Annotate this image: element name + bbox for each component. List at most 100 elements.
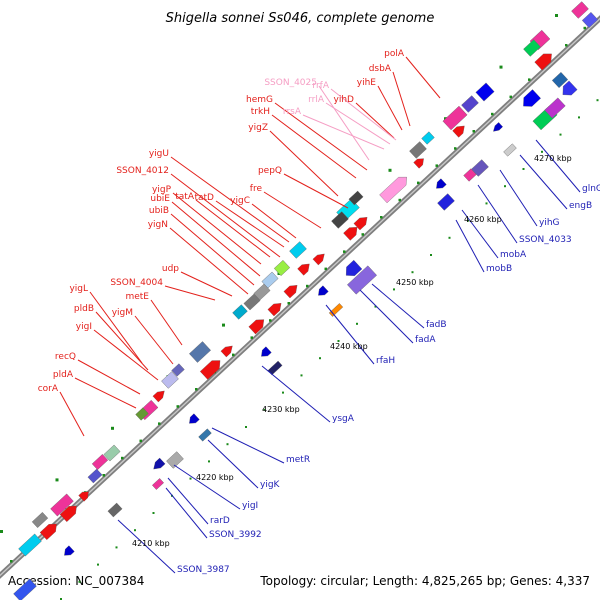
tick-dot: [232, 353, 235, 357]
tick-dot: [343, 250, 346, 253]
gene-label-forward: yigI: [76, 322, 92, 332]
gene-label-reverse: rfaH: [376, 356, 395, 366]
gene-label-reverse-leader: [167, 477, 209, 525]
tick-dot: [324, 267, 327, 271]
reverse-gene-block: [551, 71, 569, 89]
forward-gene-arrow: [343, 227, 358, 241]
tick-dot: [596, 99, 599, 102]
tick-dot: [565, 44, 568, 47]
gene-label-reverse-leader: [499, 169, 538, 227]
tick-dot: [269, 319, 272, 322]
tick-dot: [522, 168, 525, 170]
gene-label-forward-leader: [405, 56, 441, 99]
gene-label-reverse-leader: [211, 427, 285, 464]
tick-dot: [208, 460, 210, 463]
forward-gene-block: [571, 1, 589, 19]
gene-label-reverse: yigK: [260, 480, 281, 490]
forward-gene-arrow: [59, 505, 77, 522]
tick-dot: [115, 546, 118, 549]
gene-label-forward-leader: [180, 271, 233, 297]
gene-label-rna-leader: [302, 114, 385, 150]
gene-label-forward-leader: [77, 359, 141, 395]
forward-gene-arrow: [199, 360, 221, 380]
gene-label-rna-leader: [330, 88, 397, 141]
feature-track: [13, 1, 599, 600]
gene-label-forward: yigP: [152, 185, 172, 195]
forward-gene-block: [189, 341, 211, 363]
gene-labels: corA pldA recQ yigI pldB yigL yigM metE SSON_400…: [38, 49, 600, 575]
tick-dot: [472, 130, 475, 133]
tick-dot: [380, 216, 383, 219]
reverse-gene-arrow: [318, 285, 329, 296]
forward-gene-arrow: [534, 53, 552, 71]
gene-label-forward: ubiE: [150, 194, 170, 204]
gene-label-forward: tatA: [175, 192, 195, 202]
forward-gene-arrow: [152, 390, 165, 403]
tick-dot: [139, 439, 142, 443]
tick-label: 4250 kbp: [396, 278, 434, 287]
tick-dot: [509, 95, 512, 99]
tick-dot: [60, 598, 62, 600]
gene-label-forward-leader: [377, 85, 403, 131]
tick-dot: [541, 150, 543, 153]
gene-label-reverse: ysgA: [332, 414, 355, 424]
gene-label-reverse: fadB: [426, 320, 447, 330]
reverse-gene-block: [13, 578, 37, 600]
tick-dot: [491, 112, 494, 116]
forward-gene-block: [273, 259, 291, 277]
gene-label-forward-leader: [215, 200, 285, 248]
tick-dot: [417, 181, 420, 185]
forward-gene-block: [87, 468, 103, 484]
gene-label-forward-leader: [170, 173, 281, 258]
tick-dot: [97, 563, 99, 566]
forward-gene-arrow: [413, 158, 424, 169]
reverse-gene-block: [198, 428, 212, 442]
reverse-gene-arrow: [189, 413, 200, 424]
tick-label: 4270 kbp: [534, 154, 572, 163]
forward-gene-block: [50, 493, 74, 517]
gene-label-reverse-leader: [519, 154, 568, 210]
forward-gene-block: [289, 241, 307, 259]
tick-dot: [195, 388, 198, 391]
forward-gene-arrow: [220, 345, 233, 358]
gene-label-forward: corA: [38, 384, 59, 394]
forward-gene-block: [475, 82, 495, 102]
tick-dot: [361, 233, 364, 236]
reverse-gene-block: [437, 193, 455, 211]
forward-gene-block: [91, 454, 109, 470]
tick-dot: [388, 168, 392, 172]
gene-label-forward-leader: [93, 329, 159, 381]
gene-label-forward-leader: [150, 299, 183, 346]
tick-dot: [319, 357, 321, 360]
gene-label-forward: yihE: [357, 78, 377, 88]
gene-label-forward-leader: [171, 201, 261, 277]
gene-label-forward: dsbA: [369, 64, 392, 74]
forward-gene-block: [581, 11, 599, 29]
tick-dot: [528, 78, 531, 81]
gene-label-forward: SSON_4012: [116, 166, 169, 176]
tick-dot: [222, 323, 225, 327]
tick-dot: [10, 560, 13, 563]
forward-gene-block: [18, 533, 42, 557]
forward-gene-block: [331, 211, 349, 229]
reverse-gene-arrow: [562, 80, 578, 96]
gene-label-reverse-leader: [325, 304, 375, 365]
tick-dot: [176, 405, 179, 408]
forward-gene-block: [409, 141, 427, 159]
gene-label-reverse-leader: [455, 219, 485, 273]
tick-dot: [337, 340, 340, 342]
forward-gene-arrow: [379, 176, 407, 204]
gene-label-forward-leader: [274, 102, 368, 171]
genome-summary-text: Topology: circular; Length: 4,825,265 bp…: [259, 574, 590, 588]
gene-label-reverse-leader: [117, 519, 176, 574]
gene-label-forward: udp: [162, 264, 179, 274]
gene-label-reverse-leader: [261, 365, 331, 423]
reverse-gene-arrow: [436, 178, 447, 189]
gene-label-forward: SSON_4004: [110, 278, 163, 288]
gene-label-forward-leader: [170, 156, 290, 243]
tick-labels: 4210 kbp 4220 kbp 4230 kbp 4240 kbp 4250 kbp…: [132, 154, 572, 548]
forward-gene-arrow: [248, 319, 265, 335]
gene-label-reverse: rarD: [210, 516, 230, 526]
gene-label-forward: fre: [250, 184, 263, 194]
